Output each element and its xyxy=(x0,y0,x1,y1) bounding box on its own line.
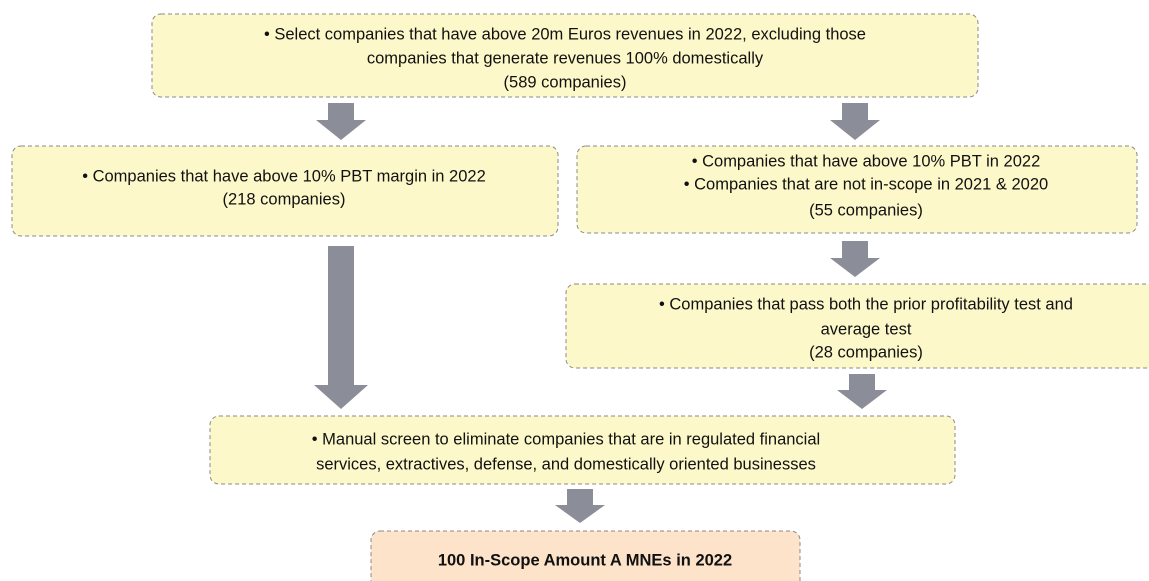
node: • Select companies that have above 20m E… xyxy=(151,13,979,98)
node-text: (218 companies) xyxy=(223,190,346,208)
node: • Manual screen to eliminate companies t… xyxy=(209,415,956,485)
node-text: (55 companies) xyxy=(809,201,923,219)
node-text: • Companies that have above 10% PBT marg… xyxy=(82,167,486,185)
node-text: • Companies that have above 10% PBT in 2… xyxy=(692,152,1041,170)
node-text: • Select companies that have above 20m E… xyxy=(264,25,866,43)
node-text: (28 companies) xyxy=(809,343,923,361)
node: 100 In-Scope Amount A MNEs in 2022 xyxy=(370,530,801,581)
node-text: • Companies that are not in-scope in 202… xyxy=(684,175,1048,193)
arrow xyxy=(830,103,880,140)
node-box xyxy=(151,13,979,98)
node-text: (589 companies) xyxy=(504,73,627,91)
node: • Companies that have above 10% PBT marg… xyxy=(11,145,559,237)
arrow xyxy=(830,241,880,277)
node-text: 100 In-Scope Amount A MNEs in 2022 xyxy=(438,551,732,569)
node-text: • Companies that pass both the prior pro… xyxy=(659,295,1073,313)
arrows xyxy=(314,103,887,523)
node-text: average test xyxy=(821,320,912,338)
node-text: • Manual screen to eliminate companies t… xyxy=(312,430,820,448)
node-text: services, extractives, defense, and dome… xyxy=(316,455,816,473)
node-box xyxy=(576,145,1138,234)
arrow xyxy=(837,374,887,409)
node-text: companies that generate revenues 100% do… xyxy=(367,49,764,67)
node-box xyxy=(370,530,801,581)
node: • Companies that pass both the prior pro… xyxy=(565,283,1149,369)
node: • Companies that have above 10% PBT in 2… xyxy=(576,145,1138,234)
node-box xyxy=(565,283,1149,369)
arrow xyxy=(316,103,366,140)
node-box xyxy=(11,145,559,237)
arrow xyxy=(314,246,368,409)
node-box xyxy=(209,415,956,485)
arrow xyxy=(555,489,605,523)
